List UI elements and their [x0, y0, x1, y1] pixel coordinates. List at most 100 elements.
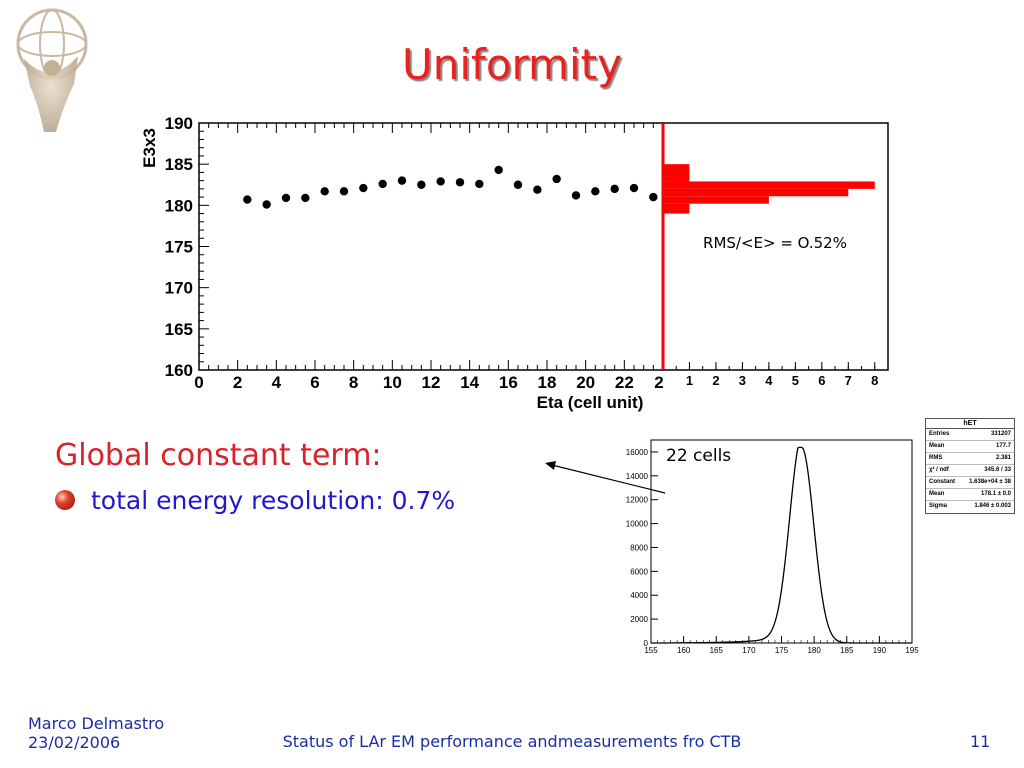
scatter-point — [552, 174, 561, 184]
histogram-bar — [663, 188, 849, 197]
page-number: 11 — [970, 732, 991, 751]
energy-xtick-label: 165 — [710, 646, 724, 655]
stats-row: Entries 331207 — [926, 429, 1014, 441]
stats-value: 177.7 — [995, 443, 1011, 449]
scatter-xtick-label: 10 — [383, 373, 402, 392]
scatter-xtick-label: 0 — [194, 373, 203, 392]
histogram-xtick-label: 3 — [739, 373, 746, 388]
section-heading: Global constant term: — [55, 438, 382, 473]
energy-xtick-label: 190 — [873, 646, 887, 655]
bullet-text: total energy resolution: 0.7% — [91, 485, 456, 515]
stats-row: Constant 1.638e+04 ± 38 — [926, 477, 1014, 489]
scatter-point — [262, 200, 271, 209]
scatter-point — [417, 180, 426, 189]
scatter-point — [378, 179, 387, 189]
energy-ytick-label: 12000 — [626, 496, 649, 505]
scatter-xtick-label: 2 — [233, 373, 242, 392]
stats-value: 331207 — [990, 431, 1011, 437]
scatter-xtick-label: 18 — [538, 373, 557, 392]
histogram-xtick-label: 2 — [712, 373, 719, 388]
scatter-ytick-label: 160 — [165, 361, 193, 380]
histogram-bar — [663, 181, 875, 189]
histogram-bar — [663, 164, 690, 182]
scatter-frame — [198, 122, 664, 371]
histogram-xtick-label: 7 — [845, 373, 852, 388]
scatter-ytick-label: 180 — [165, 196, 193, 215]
scatter-point — [339, 187, 349, 196]
scatter-point — [320, 187, 329, 196]
scatter-point — [281, 193, 291, 203]
energy-ytick-label: 2000 — [630, 615, 648, 624]
energy-xtick-label: 185 — [840, 646, 854, 655]
energy-ytick-label: 0 — [644, 639, 649, 648]
stats-row: χ² / ndf 345.6 / 33 — [926, 465, 1014, 477]
cells-label-bg — [663, 442, 753, 466]
scatter-point — [243, 195, 252, 204]
stats-label: χ² / ndf — [929, 467, 949, 473]
pointer-arrow — [551, 464, 666, 494]
scatter-xtick-label: 6 — [310, 373, 319, 392]
red-sphere-bullet-icon — [55, 490, 75, 510]
histogram-bar — [663, 203, 690, 214]
scatter-xtick-label: 2 — [654, 373, 663, 392]
fit-curve — [651, 446, 912, 644]
scatter-ytick-label: 170 — [165, 279, 193, 298]
scatter-point — [571, 191, 581, 200]
bullet-item: total energy resolution: 0.7% — [55, 484, 455, 516]
stats-label: Mean — [929, 491, 945, 497]
energy-xtick-label: 170 — [742, 646, 756, 655]
stats-label: Mean — [929, 443, 945, 449]
energy-ytick-label: 4000 — [630, 591, 648, 600]
stats-label: Sigma — [929, 503, 948, 509]
stats-label: Entries — [929, 431, 950, 437]
scatter-ylabel: E3x3 — [140, 128, 159, 168]
stats-row: Mean 178.1 ± 0.0 — [926, 489, 1014, 501]
stats-row: Mean 177.7 — [926, 441, 1014, 453]
scatter-xtick-label: 14 — [460, 373, 479, 392]
histogram-xtick-label: 8 — [871, 373, 878, 388]
arrowhead-icon — [545, 461, 556, 470]
histogram-bar — [663, 196, 769, 204]
scatter-xtick-label: 22 — [615, 373, 634, 392]
energy-xtick-label: 175 — [775, 646, 789, 655]
stats-title: hET — [926, 419, 1014, 429]
stats-label: Constant — [929, 479, 955, 485]
histogram-xtick-label: 4 — [765, 373, 773, 388]
scatter-ytick-label: 165 — [165, 320, 193, 339]
energy-ytick-label: 10000 — [626, 520, 649, 529]
energy-xtick-label: 195 — [905, 646, 919, 655]
scatter-xtick-label: 4 — [272, 373, 282, 392]
energy-ytick-label: 6000 — [630, 567, 648, 576]
energy-ytick-label: 14000 — [626, 472, 649, 481]
stats-row: RMS 2.381 — [926, 453, 1014, 465]
scatter-ytick-label: 175 — [165, 238, 193, 257]
rms-annotation: RMS/<E> = O.52% — [703, 234, 847, 252]
scatter-point — [649, 192, 658, 202]
stats-row: Sigma 1.846 ± 0.003 — [926, 501, 1014, 512]
scatter-point — [455, 178, 465, 187]
energy-xtick-label: 160 — [677, 646, 691, 655]
scatter-xtick-label: 12 — [422, 373, 441, 392]
scatter-ytick-label: 185 — [165, 155, 193, 174]
scatter-point — [494, 165, 503, 175]
scatter-xtick-label: 8 — [349, 373, 358, 392]
energy-xtick-label: 180 — [807, 646, 821, 655]
scatter-point — [436, 177, 445, 186]
stats-label: RMS — [929, 455, 943, 461]
energy-ytick-label: 8000 — [630, 543, 648, 552]
scatter-point — [591, 187, 600, 196]
scatter-point — [533, 185, 542, 194]
scatter-point — [301, 193, 310, 203]
energy-xtick-label: 155 — [644, 646, 658, 655]
stats-value: 2.381 — [995, 455, 1011, 461]
scatter-point — [629, 183, 639, 193]
cells-annotation: 22 cells — [666, 446, 731, 466]
histogram-xtick-label: 5 — [792, 373, 799, 388]
stats-value: 1.638e+04 ± 38 — [969, 479, 1011, 485]
scatter-point — [359, 183, 368, 193]
footer-title: Status of LAr EM performance andmeasurem… — [282, 732, 742, 751]
scatter-point — [397, 176, 407, 185]
slide-title: Uniformity — [402, 40, 622, 89]
energy-ytick-label: 16000 — [626, 448, 649, 457]
